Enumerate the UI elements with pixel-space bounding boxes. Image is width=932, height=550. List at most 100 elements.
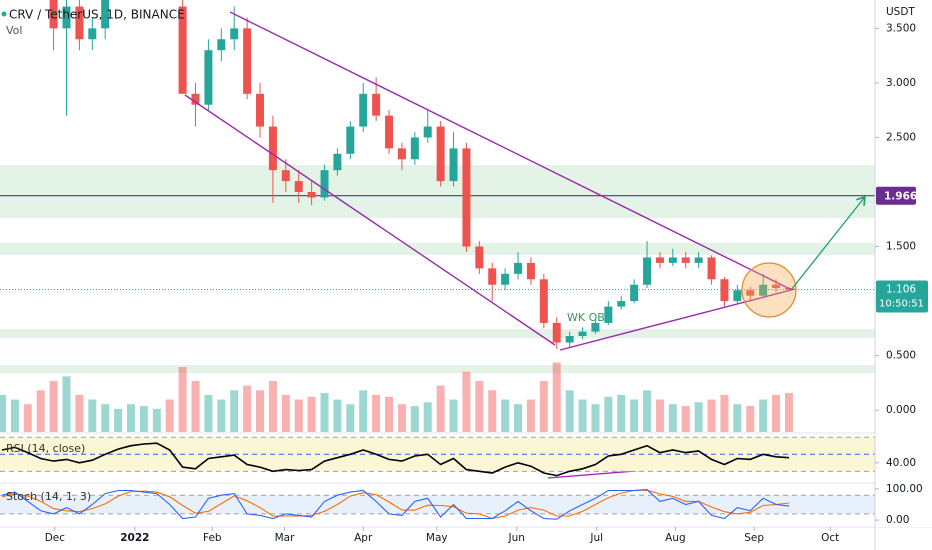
candle-body <box>746 290 755 296</box>
volume-bar <box>62 376 71 432</box>
volume-bar <box>643 390 652 432</box>
volume-bar <box>720 394 729 432</box>
y-tick-label: 0.500 <box>886 350 916 362</box>
rsi-line <box>1 442 790 477</box>
candle-body <box>526 262 535 280</box>
trendline <box>559 288 796 351</box>
candle-body <box>694 257 703 263</box>
stoch-band <box>0 495 875 514</box>
rsi-title: RSI (14, close) <box>6 442 85 455</box>
y-tick-label: 3.500 <box>886 22 916 34</box>
candle-body <box>720 279 729 302</box>
candle-body <box>772 284 781 288</box>
volume-bar <box>514 404 523 432</box>
volume-bar <box>694 402 703 432</box>
volume-bar <box>36 390 45 432</box>
candle-body <box>230 28 239 40</box>
volume-layer <box>0 362 793 432</box>
volume-bar <box>178 367 187 432</box>
candle-body <box>501 273 510 285</box>
candle-body <box>281 170 290 182</box>
zone <box>0 243 875 255</box>
candle-body <box>88 28 97 40</box>
candle-body <box>204 50 213 105</box>
volume-bar <box>475 381 484 432</box>
candle-body <box>707 257 716 280</box>
candle-body <box>565 336 574 343</box>
rsi-tick-label: 40.00 <box>886 457 916 469</box>
volume-bar <box>359 390 368 432</box>
y-tick-label: 2.500 <box>886 131 916 143</box>
candle-body <box>514 262 523 274</box>
currency-label: USDT <box>886 6 915 18</box>
candle-body <box>449 148 458 182</box>
volume-bar <box>539 381 548 432</box>
stoch-layer <box>0 489 875 520</box>
volume-bar <box>501 399 510 432</box>
volume-bar <box>49 381 58 432</box>
candles-layer <box>49 0 793 350</box>
x-tick-label: Sep <box>744 532 764 544</box>
volume-bar <box>165 399 174 432</box>
volume-bar <box>385 396 394 432</box>
candle-body <box>668 257 677 263</box>
level-layer <box>0 195 875 291</box>
volume-bar <box>746 406 755 432</box>
candle-body <box>643 257 652 285</box>
volume-bar <box>784 393 793 432</box>
volume-bar <box>707 399 716 432</box>
volume-bar <box>204 394 213 432</box>
candle-body <box>320 170 329 198</box>
status-dot <box>1 11 7 17</box>
candle-body <box>307 192 316 198</box>
stoch-k-line <box>1 489 790 520</box>
candle-body <box>488 268 497 285</box>
volume-bar <box>630 399 639 432</box>
volume-bar <box>346 404 355 432</box>
volume-bar <box>256 390 265 432</box>
projection-arrow <box>790 198 864 291</box>
volume-bar <box>10 399 19 432</box>
countdown-label: 10:50:51 <box>879 299 924 310</box>
volume-bar <box>127 404 136 432</box>
candle-body <box>294 181 303 192</box>
candle-body <box>552 322 561 343</box>
x-tick-label: Apr <box>354 532 373 544</box>
volume-bar <box>191 381 200 432</box>
volume-bar <box>526 399 535 432</box>
chart-title: CRV / TetherUS, 1D, BINANCE <box>9 8 185 22</box>
candle-body <box>681 257 690 263</box>
trendline <box>229 11 793 291</box>
volume-bar <box>0 394 6 432</box>
volume-bar <box>759 399 768 432</box>
y-tick-label: 0.000 <box>886 404 916 416</box>
x-tick-label: Dec <box>45 532 66 544</box>
volume-bar <box>733 404 742 432</box>
volume-bar <box>217 399 226 432</box>
annotation: WK OB <box>567 311 605 324</box>
volume-bar <box>88 399 97 432</box>
volume-bar <box>294 399 303 432</box>
candle-body <box>733 290 742 302</box>
volume-bar <box>268 381 277 432</box>
y-tick-label: 3.000 <box>886 77 916 89</box>
stoch-d-line <box>1 489 790 520</box>
trendline <box>184 94 556 346</box>
volume-label: Vol <box>6 24 22 37</box>
x-tick-label: May <box>426 532 448 544</box>
volume-bar <box>462 371 471 432</box>
candle-body <box>191 93 200 105</box>
volume-bar <box>114 408 123 432</box>
volume-bar <box>243 385 252 432</box>
candle-body <box>604 306 613 323</box>
y-tick-label: 1.500 <box>886 241 916 253</box>
level-tag <box>876 186 916 205</box>
volume-bar <box>152 408 161 432</box>
rsi-layer <box>0 436 875 477</box>
candle-body <box>101 0 110 29</box>
candle-body <box>410 137 419 160</box>
zone <box>0 329 875 338</box>
stoch-tick-label: 0.00 <box>886 514 909 526</box>
volume-bar <box>552 362 561 432</box>
